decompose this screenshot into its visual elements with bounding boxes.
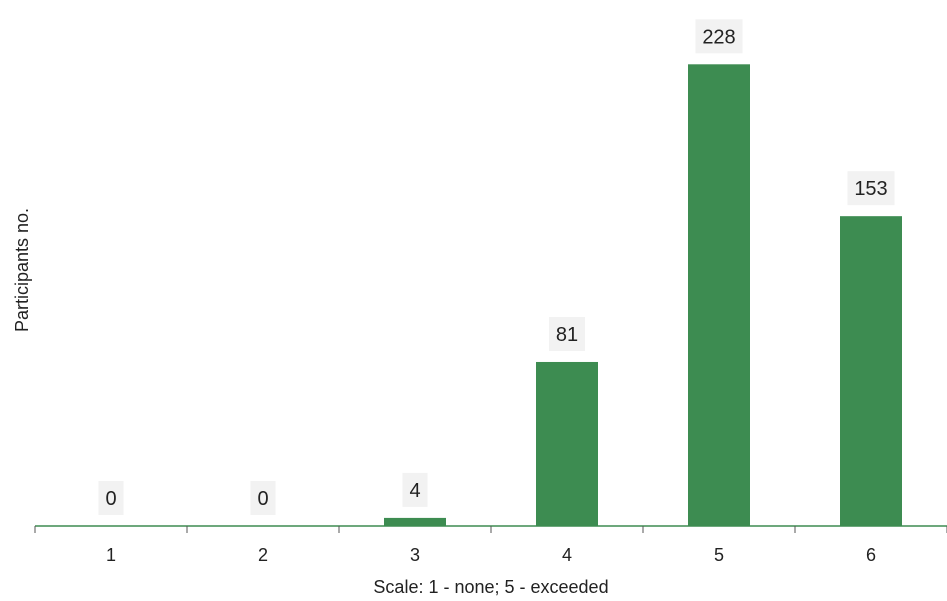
x-tick-label-4: 4 [562, 545, 572, 565]
x-tick-label-3: 3 [410, 545, 420, 565]
x-tick-label-1: 1 [106, 545, 116, 565]
x-axis-ticks [34, 526, 947, 533]
data-label-1: 0 [105, 488, 116, 510]
bars [384, 64, 902, 527]
x-axis-title: Scale: 1 - none; 5 - exceeded [373, 577, 608, 597]
data-label-bg [549, 316, 585, 351]
data-label-2: 0 [257, 488, 268, 510]
x-tick-labels: 1 2 3 4 5 6 [106, 545, 876, 565]
y-axis-title: Participants no. [12, 208, 32, 332]
x-tick-label-6: 6 [866, 545, 876, 565]
data-labels: 0 0 4 81 228 153 [98, 19, 895, 515]
data-label-bg [695, 19, 743, 54]
data-label-bg [402, 472, 428, 507]
data-label-3: 4 [409, 480, 420, 502]
bar-3 [384, 517, 446, 526]
data-label-bg [250, 481, 276, 515]
bar-5 [688, 64, 750, 527]
data-label-6: 153 [854, 178, 887, 200]
data-label-4: 81 [556, 324, 578, 346]
bar-6 [840, 216, 902, 527]
bar-4 [536, 361, 598, 526]
data-label-bg [98, 481, 124, 515]
x-tick-label-5: 5 [714, 545, 724, 565]
data-label-bg [847, 171, 895, 206]
x-tick-label-2: 2 [258, 545, 268, 565]
data-label-5: 228 [702, 26, 735, 48]
